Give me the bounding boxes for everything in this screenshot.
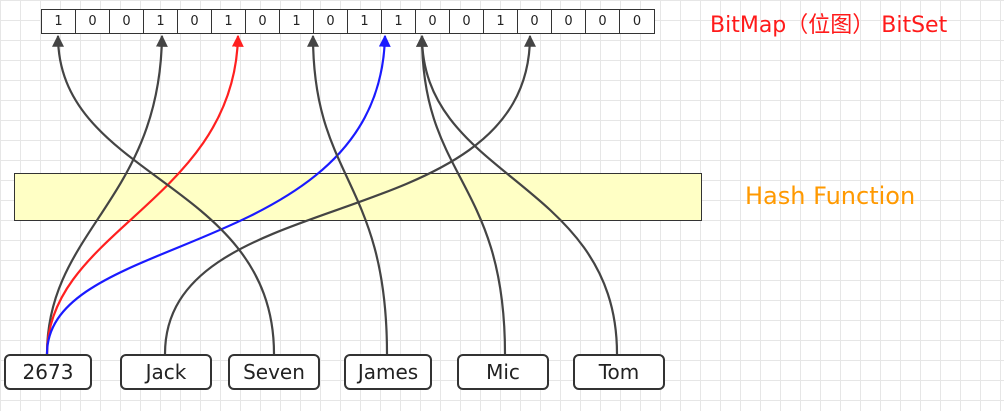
arrow-seven-to-bit-0 xyxy=(52,34,276,355)
bit-cell: 0 xyxy=(416,10,450,33)
bit-cell: 0 xyxy=(178,10,212,33)
name-box-jack: Jack xyxy=(120,354,212,390)
arrow-mic-to-bit-10 xyxy=(416,34,507,355)
name-box-tom: Tom xyxy=(573,354,665,390)
arrow-2673-to-bit-10 xyxy=(45,34,391,355)
bit-cell: 1 xyxy=(348,10,382,33)
arrow-2673-to-bit-3 xyxy=(45,34,168,355)
bit-cell: 1 xyxy=(42,10,76,33)
name-box-2673: 2673 xyxy=(4,354,92,390)
bit-cell: 1 xyxy=(484,10,518,33)
bit-cell: 0 xyxy=(450,10,484,33)
bitmap-title: BitMap（位图） BitSet xyxy=(710,13,948,38)
name-box-james: James xyxy=(344,354,432,390)
arrow-2673-to-bit-5 xyxy=(45,34,244,355)
bit-cell: 0 xyxy=(246,10,280,33)
bitmap-array: 1 0 0 1 0 1 0 1 0 1 1 0 0 1 0 0 0 0 xyxy=(41,9,655,34)
bit-cell: 1 xyxy=(280,10,314,33)
name-box-seven: Seven xyxy=(228,354,320,390)
bit-cell: 0 xyxy=(314,10,348,33)
bit-cell: 0 xyxy=(632,14,642,29)
bit-cell: 0 xyxy=(518,10,552,33)
arrow-jack-to-bit-13 xyxy=(163,34,536,355)
bit-cell: 1 xyxy=(144,10,178,33)
hash-function-label: Hash Function xyxy=(745,182,916,210)
hash-function-box xyxy=(14,173,702,221)
bit-cell: 0 xyxy=(110,10,144,33)
bit-cell: 0 xyxy=(76,10,110,33)
bit-cell: 0 xyxy=(586,10,620,33)
bit-cell: 1 xyxy=(212,10,246,33)
bit-cell: 0 xyxy=(552,10,586,33)
arrow-james-to-bit-7 xyxy=(307,34,389,355)
arrow-tom-to-bit-10 xyxy=(416,34,619,355)
name-box-mic: Mic xyxy=(457,354,549,390)
bit-cell: 1 xyxy=(382,10,416,33)
